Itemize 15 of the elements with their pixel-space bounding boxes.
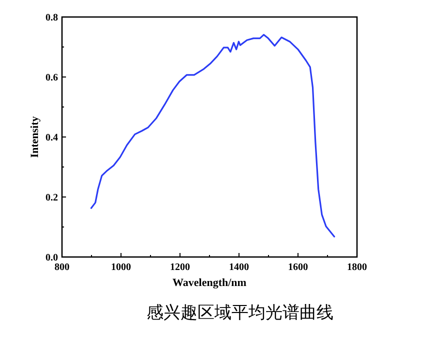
y-tick-label: 0.2: [46, 192, 58, 204]
line-series: [90, 34, 336, 238]
x-axis-title: Wavelength/nm: [172, 277, 246, 289]
y-axis-title: Intensity: [29, 116, 41, 158]
y-tick-label: 0.4: [46, 132, 58, 144]
y-tick-label: 0.8: [46, 12, 58, 24]
y-tick-label: 0.0: [46, 252, 58, 264]
x-tick-label: 1800: [347, 262, 367, 273]
y-tick-label: 0.6: [46, 72, 58, 84]
x-tick-label: 1200: [170, 262, 190, 273]
text: 感兴趣区域平均光谱曲线: [146, 303, 334, 323]
x-tick-label: 1600: [288, 262, 308, 273]
x-tick-label: 800: [54, 262, 70, 273]
x-tick-label: 1000: [111, 262, 131, 273]
x-tick-label: 1400: [229, 262, 249, 273]
